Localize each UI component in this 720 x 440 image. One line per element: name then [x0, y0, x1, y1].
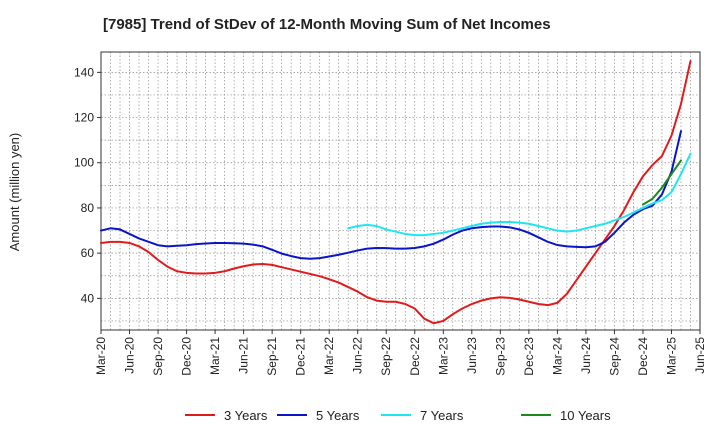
x-tick-label: Dec-20 — [180, 337, 194, 376]
x-tick-label: Jun-24 — [579, 337, 593, 374]
chart-title: [7985] Trend of StDev of 12-Month Moving… — [103, 16, 551, 33]
x-tick-label: Dec-21 — [294, 337, 308, 376]
legend: 3 Years 5 Years 7 Years 10 Years — [185, 408, 611, 423]
legend-label: 5 Years — [316, 408, 360, 423]
y-tick-label: 140 — [74, 65, 94, 79]
legend-item: 7 Years — [381, 408, 464, 423]
x-tick-label: Dec-22 — [408, 337, 422, 376]
series-line-10-years — [641, 159, 682, 206]
y-tick-label: 40 — [81, 291, 95, 305]
y-tick-label: 120 — [74, 111, 94, 125]
plot-frame — [100, 51, 701, 331]
x-tick-label: Jun-23 — [465, 337, 479, 374]
legend-item: 10 Years — [521, 408, 611, 423]
grid — [101, 52, 700, 330]
legend-item: 5 Years — [277, 408, 360, 423]
x-tick-label: Sep-22 — [379, 337, 393, 376]
series-line-7-years — [347, 152, 692, 237]
legend-item: 3 Years — [185, 408, 268, 423]
series-line-5-years — [100, 130, 682, 260]
x-tick-label: Mar-23 — [436, 337, 450, 375]
x-tick-label: Jun-20 — [123, 337, 137, 374]
x-tick-label: Mar-25 — [664, 337, 678, 375]
y-tick-label: 80 — [81, 201, 95, 215]
x-tick-label: Sep-24 — [607, 337, 621, 376]
x-tick-label: Jun-25 — [693, 337, 707, 374]
x-tick-label: Sep-23 — [493, 337, 507, 376]
x-tick-label: Mar-24 — [550, 337, 564, 375]
y-axis-title: Amount (million yen) — [7, 133, 22, 252]
series-layer — [100, 60, 692, 325]
x-tick-label: Jun-22 — [351, 337, 365, 374]
series-line-3-years — [100, 60, 692, 325]
x-tick-label: Mar-22 — [322, 337, 336, 375]
x-tick-label: Dec-23 — [522, 337, 536, 376]
legend-label: 10 Years — [560, 408, 611, 423]
x-tick-label: Dec-24 — [636, 337, 650, 376]
x-tick-label: Mar-20 — [94, 337, 108, 375]
y-tick-label: 100 — [74, 156, 94, 170]
y-tick-label: 60 — [81, 246, 95, 260]
x-tick-label: Jun-21 — [237, 337, 251, 374]
x-tick-label: Sep-21 — [265, 337, 279, 376]
x-tick-label: Sep-20 — [151, 337, 165, 376]
axes: 40 60 80 100 120 140 Mar-20 Jun-20 Sep-20 Dec-20 M… — [74, 51, 707, 376]
x-tick-label: Mar-21 — [208, 337, 222, 375]
legend-label: 3 Years — [224, 408, 268, 423]
legend-label: 7 Years — [420, 408, 464, 423]
